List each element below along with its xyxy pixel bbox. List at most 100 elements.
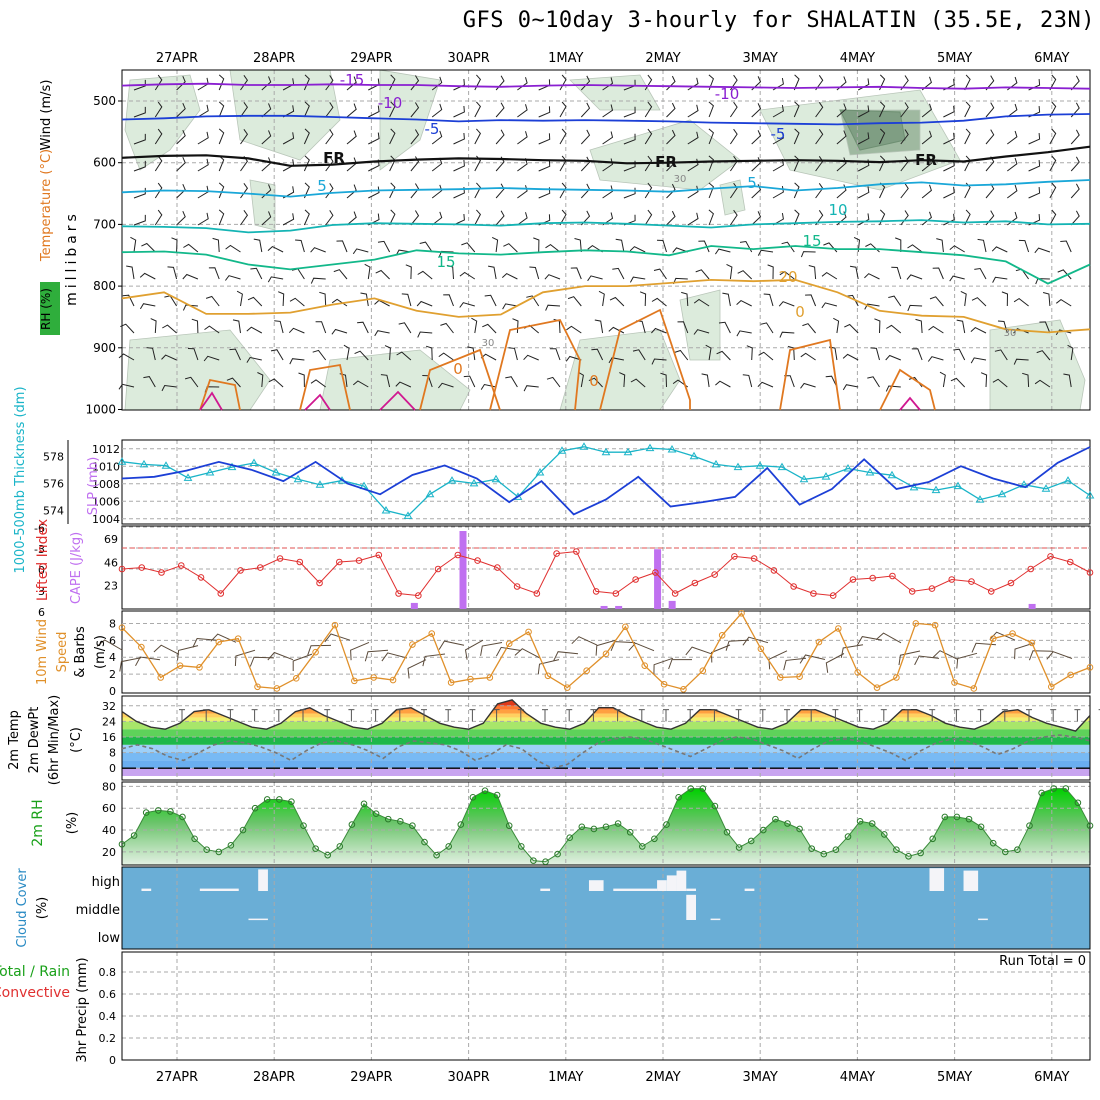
wind-barb bbox=[1039, 321, 1051, 334]
date-label-bottom: 2MAY bbox=[645, 1070, 680, 1085]
thickness-marker bbox=[315, 480, 325, 488]
rh-marker bbox=[965, 815, 973, 823]
thickness-marker bbox=[469, 478, 479, 487]
precip-tick: 0.8 bbox=[99, 966, 117, 979]
wind-barb bbox=[943, 186, 955, 199]
wind-barb bbox=[343, 344, 350, 361]
wind-barb bbox=[310, 247, 326, 253]
wind-barb bbox=[779, 331, 795, 338]
wind-barb bbox=[815, 129, 824, 145]
wind-barb bbox=[143, 376, 156, 388]
cloud-level-label: middle bbox=[76, 903, 120, 918]
surface-wind-barb bbox=[825, 653, 845, 673]
wind-barb bbox=[191, 318, 199, 334]
rh-marker bbox=[457, 821, 465, 828]
wind-barb bbox=[927, 356, 944, 362]
wind-barb bbox=[250, 267, 263, 280]
wind-barb bbox=[630, 378, 646, 388]
temp-contour-magenta bbox=[899, 396, 921, 411]
rh-tick: 80 bbox=[102, 780, 116, 793]
wind-barb bbox=[410, 210, 420, 226]
li-marker bbox=[790, 583, 797, 590]
wind-barb bbox=[1049, 74, 1057, 91]
wind-barb bbox=[716, 350, 731, 361]
wind-barb bbox=[964, 101, 971, 118]
thickness-marker bbox=[293, 474, 303, 483]
wind-barb bbox=[915, 318, 923, 334]
rh-marker bbox=[324, 851, 332, 859]
wind-barb bbox=[602, 104, 614, 118]
wind-barb bbox=[836, 157, 847, 172]
wind10-marker bbox=[1086, 664, 1094, 671]
rh-marker bbox=[372, 810, 380, 817]
rh-marker bbox=[929, 835, 937, 843]
surface-wind-barb bbox=[553, 651, 579, 661]
wind-barb bbox=[495, 210, 505, 226]
surface-wind-barb bbox=[1046, 651, 1073, 660]
wind-barb bbox=[953, 348, 966, 361]
thickness-marker bbox=[689, 451, 699, 460]
contour-label: -10 bbox=[378, 94, 403, 112]
wind-barb bbox=[261, 76, 272, 91]
wind10-marker bbox=[312, 648, 319, 656]
wind-barb bbox=[346, 103, 357, 118]
rh-marker bbox=[142, 809, 150, 816]
wind-barb bbox=[482, 323, 497, 334]
date-label-top: 30APR bbox=[447, 51, 489, 66]
wind-barb bbox=[176, 184, 186, 199]
wind-barb bbox=[921, 130, 932, 145]
rh-marker bbox=[977, 823, 985, 831]
cloud-middle-bar bbox=[248, 918, 268, 921]
wind10-marker bbox=[196, 664, 203, 671]
wind-barb bbox=[793, 209, 800, 226]
wind-barb bbox=[467, 346, 476, 361]
wind-barb bbox=[815, 183, 824, 199]
contour-label: 20 bbox=[778, 268, 797, 286]
wind-barb bbox=[176, 211, 186, 226]
wind-barb bbox=[687, 185, 699, 199]
contour-label: 30 bbox=[1004, 328, 1017, 339]
wind-barb bbox=[538, 106, 551, 118]
wind-barb bbox=[632, 349, 646, 361]
wind-barb bbox=[802, 323, 816, 334]
cloud-frame bbox=[121, 866, 1091, 950]
surface-wind-barb bbox=[364, 649, 389, 662]
wind-barb bbox=[964, 182, 971, 199]
rh-tick: 20 bbox=[102, 846, 116, 859]
cape-bar bbox=[600, 605, 608, 609]
wind10-marker bbox=[970, 685, 978, 692]
rh-marker bbox=[856, 818, 864, 825]
temp-contour-orange bbox=[419, 348, 501, 411]
wind-barb bbox=[726, 263, 733, 280]
wind-barb bbox=[288, 327, 305, 334]
wind-barb bbox=[278, 291, 285, 307]
li-marker bbox=[770, 567, 778, 574]
wind-barb bbox=[1013, 358, 1029, 365]
wind10-tick: 2 bbox=[109, 668, 116, 681]
wind-barb bbox=[609, 296, 625, 307]
wind-barb bbox=[431, 103, 443, 118]
wind-barb bbox=[374, 330, 390, 337]
ylabel-dewpt: 2m DewPt bbox=[27, 707, 42, 774]
wind-barb bbox=[644, 182, 653, 199]
wind-barb bbox=[651, 327, 667, 334]
wind-barb bbox=[623, 187, 636, 199]
wind-barb bbox=[417, 331, 433, 338]
wind10-marker bbox=[563, 684, 571, 691]
wind-barb bbox=[1001, 291, 1009, 307]
wind-barb bbox=[218, 74, 225, 91]
surface-wind-barb bbox=[571, 636, 598, 646]
thickness-marker bbox=[667, 445, 677, 453]
wind-barb bbox=[687, 158, 699, 172]
wind-barb bbox=[261, 157, 272, 172]
rh-marker bbox=[881, 831, 888, 838]
wind-barb bbox=[225, 244, 241, 253]
li-marker bbox=[652, 569, 659, 576]
wind-barb bbox=[517, 131, 528, 145]
date-label-bottom: 6MAY bbox=[1034, 1070, 1069, 1085]
thickness-marker bbox=[579, 442, 589, 450]
upper-frame bbox=[121, 69, 1091, 411]
wind-barb bbox=[932, 267, 944, 280]
wind-barb bbox=[644, 209, 653, 226]
wind-barb bbox=[410, 75, 420, 91]
